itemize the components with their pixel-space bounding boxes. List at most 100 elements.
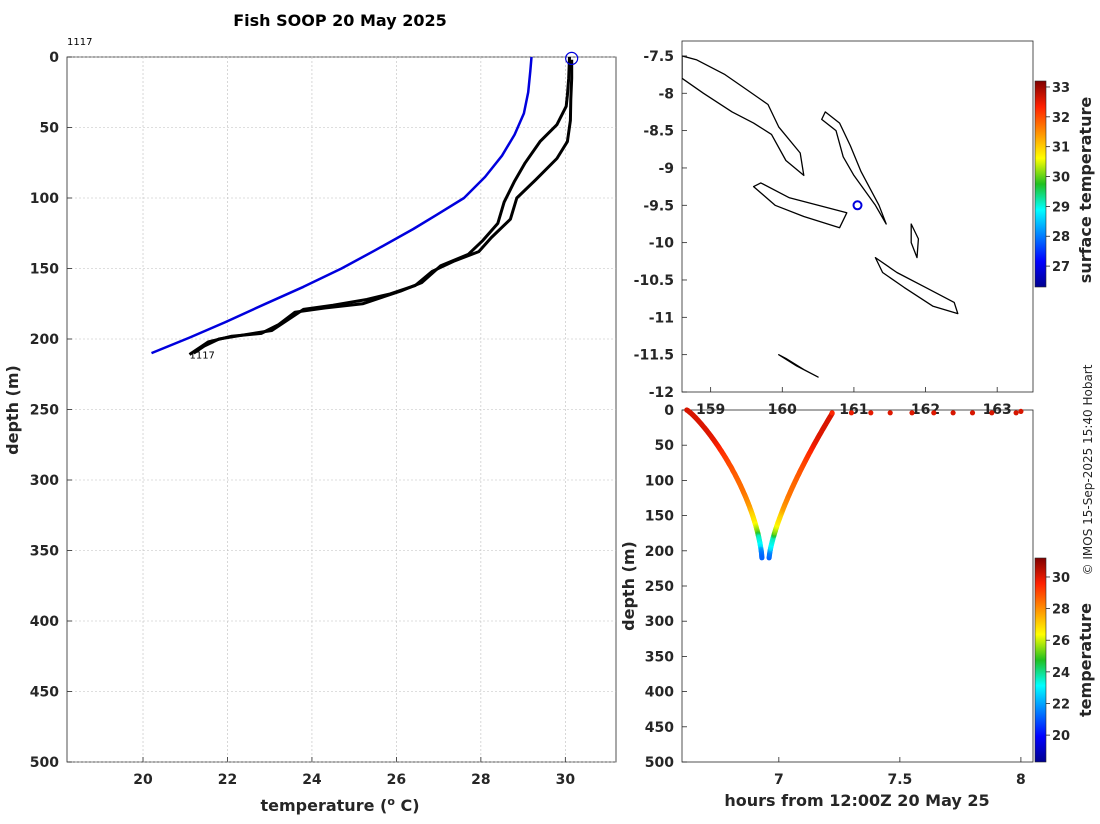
descent-point	[759, 555, 765, 561]
map-y-tick-label: -8	[658, 86, 674, 102]
map-y-tick-label: -12	[649, 385, 674, 401]
map-colorbar-tick-label: 31	[1052, 141, 1070, 156]
map-y-tick-labels: -7.5 -8 -8.5 -9 -9.5 -10 -10.5 -11 -11.5 -12	[634, 49, 687, 401]
surface-point	[1018, 408, 1024, 414]
depth-time-x-tick-label: 8	[1016, 772, 1026, 788]
map-plot-frame	[681, 40, 1034, 393]
depth-time-y-tick-label: 0	[664, 403, 674, 419]
map-y-tick-label: -10	[649, 236, 675, 252]
coastline-malaita	[821, 111, 887, 225]
map-colorbar-tick-label: 33	[1052, 81, 1070, 96]
map-y-tick-label: -9	[658, 161, 674, 177]
depth-time-x-tick-labels: 7 7.5 8	[774, 757, 1026, 788]
profile-series	[151, 51, 579, 356]
surface-point	[868, 410, 874, 416]
profile-line-black	[188, 56, 571, 356]
profile-grid	[67, 56, 616, 763]
profile-y-tick-label: 450	[30, 685, 59, 701]
profile-x-tick-label: 24	[302, 772, 322, 788]
profile-x-tick-label: 22	[218, 772, 237, 788]
coastline-guadalcanal	[752, 182, 848, 229]
coastline-rennell	[778, 354, 819, 378]
map-colorbar-tick-label: 27	[1052, 260, 1070, 275]
surface-point	[848, 410, 855, 416]
profile-x-axis-label: temperature (o C)	[260, 795, 419, 815]
temperature-colorbar	[1034, 557, 1047, 763]
map-y-tick-label: -10.5	[634, 273, 674, 289]
profile-y-tick-label: 250	[30, 403, 59, 419]
depth-time-y-tick-label: 400	[645, 685, 674, 701]
depth-time-y-tick-label: 50	[655, 438, 675, 454]
profile-x-tick-label: 30	[556, 772, 576, 788]
profile-panel: 20 22 24 26 28 30 0 50 100 150 200 250 300 350 400 450…	[3, 37, 617, 815]
surface-point	[909, 410, 915, 416]
map-y-tick-label: -9.5	[643, 198, 674, 214]
map-colorbar-tick-label: 30	[1052, 171, 1070, 186]
profile-y-tick-labels: 0 50 100 150 200 250 300 350 400 450 500	[30, 50, 59, 771]
temperature-colorbar-tick-label: 22	[1052, 697, 1070, 712]
map-y-tick-label: -7.5	[643, 49, 674, 65]
profile-plot-frame	[66, 56, 617, 763]
profile-surface-marker	[565, 51, 579, 66]
profile-line-blue	[151, 56, 533, 355]
surface-point	[931, 410, 937, 416]
figure-title: Fish SOOP 20 May 2025	[233, 11, 447, 30]
map-colorbar-label: surface temperature	[1076, 97, 1095, 284]
depth-time-y-tick-label: 500	[645, 755, 674, 771]
depth-time-y-tick-label: 300	[645, 614, 674, 630]
profile-x-tick-label: 20	[133, 772, 153, 788]
profile-line-black	[192, 59, 574, 355]
surface-point	[887, 410, 893, 416]
depth-time-x-tick-label: 7	[774, 772, 784, 788]
depth-time-y-axis-label: depth (m)	[619, 541, 638, 631]
profile-y-tick-label: 0	[49, 50, 59, 66]
surface-point	[829, 410, 835, 416]
map-colorbar	[1034, 80, 1047, 288]
depth-time-points	[684, 407, 1024, 561]
profile-y-axis-label: depth (m)	[3, 365, 22, 455]
temperature-colorbar-tick-label: 30	[1052, 571, 1070, 586]
map-y-tick-label: -11	[649, 310, 674, 326]
depth-time-plot-frame	[681, 409, 1034, 763]
surface-point	[1013, 410, 1019, 416]
map-panel: 159 160 161 162 163 -7.5-8-8.5-9-9.5-10-10.5…	[634, 40, 1095, 418]
map-colorbar-ticks: 27 28 29 30 31 32 33	[1046, 81, 1070, 275]
map-colorbar-tick-label: 32	[1052, 111, 1070, 126]
depth-time-x-axis-label: hours from 12:00Z 20 May 25	[724, 791, 989, 810]
map-y-tick-label: -11.5	[634, 348, 674, 364]
ship-position-marker	[852, 200, 863, 211]
surface-point	[950, 410, 956, 416]
profile-annotation-bottom: 1117	[189, 351, 214, 362]
depth-time-y-tick-label: 450	[645, 720, 674, 736]
profile-x-tick-label: 26	[387, 772, 406, 788]
depth-time-y-tick-label: 100	[645, 473, 674, 489]
profile-annotation-top: 1117	[67, 37, 92, 48]
imos-credit: © IMOS 15-Sep-2025 15:40 Hobart	[1081, 364, 1095, 575]
profile-y-tick-label: 50	[40, 121, 60, 137]
depth-time-panel: 7 7.5 8 0 50 100 150 200 250 300 350 400 450 500 hou…	[619, 403, 1095, 810]
depth-time-y-tick-labels: 0 50 100 150 200 250 300 350 400 450 500	[645, 403, 687, 771]
coastline-makira	[874, 256, 959, 315]
profile-y-tick-label: 100	[30, 191, 59, 207]
profile-y-tick-label: 350	[30, 544, 59, 560]
depth-time-y-tick-label: 150	[645, 509, 674, 525]
map-colorbar-tick-label: 28	[1052, 230, 1070, 245]
profile-x-tick-label: 28	[471, 772, 490, 788]
profile-y-tick-label: 200	[30, 332, 59, 348]
temperature-colorbar-tick-label: 24	[1052, 666, 1070, 681]
profile-x-tick-labels: 20 22 24 26 28 30	[133, 772, 575, 788]
surface-point	[989, 410, 995, 416]
temperature-colorbar-ticks: 20 22 24 26 28 30	[1046, 571, 1070, 744]
depth-time-y-tick-label: 250	[645, 579, 674, 595]
profile-y-tick-label: 500	[30, 755, 59, 771]
temperature-colorbar-tick-label: 28	[1052, 603, 1070, 618]
depth-time-y-tick-label: 200	[645, 544, 674, 560]
profile-y-tick-label: 400	[30, 614, 59, 630]
depth-time-y-tick-label: 350	[645, 649, 674, 665]
map-colorbar-tick-label: 29	[1052, 200, 1070, 215]
temperature-colorbar-tick-label: 26	[1052, 634, 1070, 649]
map-y-tick-label: -8.5	[643, 124, 674, 140]
profile-y-tick-label: 150	[30, 262, 59, 278]
